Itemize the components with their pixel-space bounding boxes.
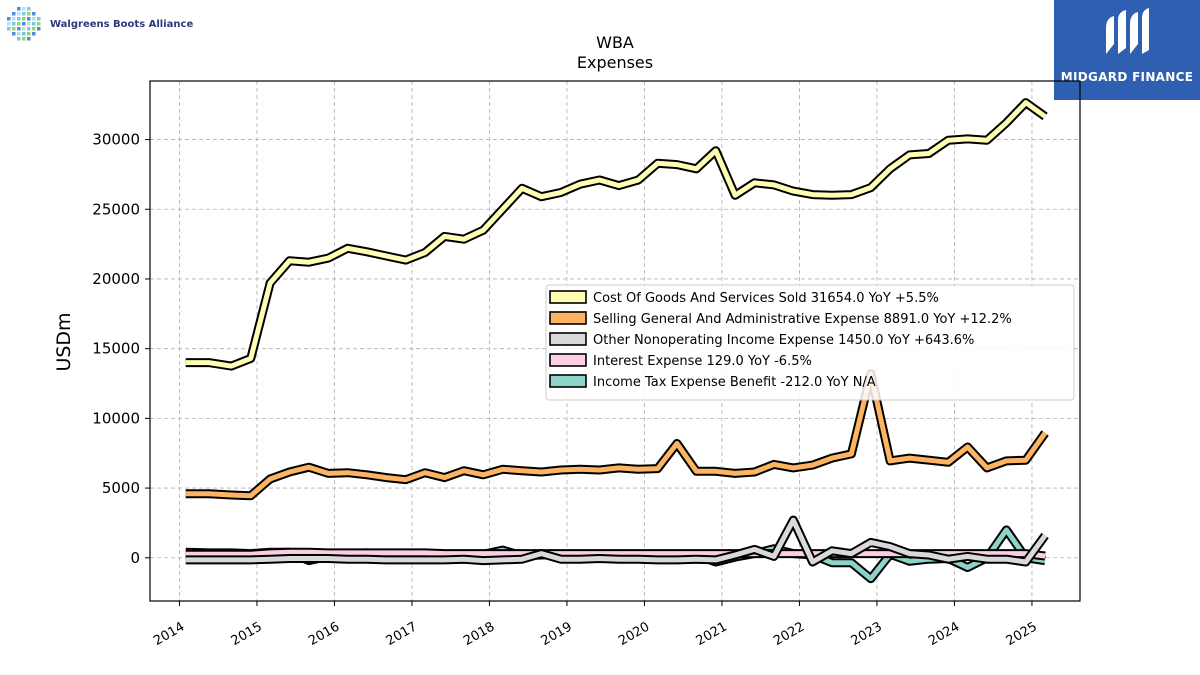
legend-swatch-tax <box>549 374 587 388</box>
x-tick-label: 2019 <box>539 619 575 649</box>
x-tick-label: 2015 <box>229 619 265 649</box>
logo-dot <box>22 37 26 41</box>
legend-entry-tax: Income Tax Expense Benefit -212.0 YoY N/… <box>593 375 876 390</box>
x-tick-label: 2021 <box>694 619 730 649</box>
x-axis-ticks: 2014 2015 2016 2017 2018 2019 2020 2021 2022 2023… <box>151 601 1040 649</box>
logo-dot <box>12 27 16 31</box>
y-tick-label: 30000 <box>92 131 140 149</box>
legend-box <box>545 284 1075 401</box>
logo-dot <box>27 22 31 26</box>
series-line-sga <box>185 371 1048 499</box>
logo-dot <box>17 32 21 36</box>
logo-dot <box>27 27 31 31</box>
y-tick-label: 20000 <box>92 270 140 288</box>
legend-entry-sga: Selling General And Administrative Expen… <box>593 312 1012 327</box>
y-axis-label: USDm <box>53 312 75 371</box>
midgard-finance-logo: MIDGARD FINANCE <box>1054 0 1200 100</box>
series-line-cogs <box>185 100 1047 369</box>
legend-entry-interest: Interest Expense 129.0 YoY -6.5% <box>593 354 812 369</box>
logo-dot <box>27 17 31 21</box>
logo-dot <box>17 37 21 41</box>
logo-dot <box>22 32 26 36</box>
partner-name: MIDGARD FINANCE <box>1060 70 1194 84</box>
logo-dot <box>22 7 26 11</box>
logo-dot <box>17 7 21 11</box>
logo-dot <box>7 17 11 21</box>
series-line-other <box>185 517 1048 565</box>
x-tick-label: 2020 <box>616 619 652 649</box>
legend-swatch-interest <box>549 353 587 367</box>
logo-dot <box>12 12 16 16</box>
logo-dot <box>32 12 36 16</box>
logo-dot <box>17 17 21 21</box>
y-tick-label: 0 <box>130 549 140 567</box>
x-tick-label: 2023 <box>849 619 885 649</box>
logo-dot <box>32 32 36 36</box>
chart-title: WBA <box>596 33 634 52</box>
logo-dot <box>22 27 26 31</box>
legend-swatch-other <box>549 332 587 346</box>
walgreens-boots-alliance-logo: Walgreens Boots Alliance <box>4 4 204 44</box>
logo-dot <box>12 22 16 26</box>
wba-logo-icon <box>7 7 41 41</box>
y-tick-label: 10000 <box>92 409 140 427</box>
logo-dot <box>22 12 26 16</box>
y-axis-ticks: 0 5000 10000 15000 20000 25000 30000 <box>92 131 150 567</box>
brand-name: Walgreens Boots Alliance <box>50 18 194 30</box>
x-tick-label: 2025 <box>1004 619 1040 649</box>
series-lines <box>185 98 1049 584</box>
logo-dot <box>27 7 31 11</box>
logo-dot <box>27 32 31 36</box>
x-tick-label: 2017 <box>384 619 420 649</box>
plot-frame <box>149 80 1081 602</box>
logo-dot <box>22 22 26 26</box>
y-tick-label: 5000 <box>102 479 140 497</box>
legend-swatch-sga <box>549 311 587 325</box>
x-tick-label: 2016 <box>306 619 342 649</box>
logo-dot <box>32 27 36 31</box>
legend-entry-other: Other Nonoperating Income Expense 1450.0… <box>593 333 974 348</box>
logo-dot <box>37 17 41 21</box>
logo-dot <box>7 22 11 26</box>
logo-dot <box>17 22 21 26</box>
logo-dot <box>22 17 26 21</box>
legend-swatch-cogs <box>549 290 587 304</box>
logo-dot <box>37 22 41 26</box>
midgard-finance-mark-icon <box>1106 8 1149 54</box>
chart-subtitle: Expenses <box>577 53 653 72</box>
logo-dot <box>17 12 21 16</box>
x-tick-label: 2022 <box>771 619 807 649</box>
x-tick-label: 2024 <box>926 619 962 649</box>
logo-dot <box>12 17 16 21</box>
logo-dot <box>37 27 41 31</box>
logo-dot <box>32 22 36 26</box>
logo-dot <box>27 37 31 41</box>
logo-dot <box>12 32 16 36</box>
logo-dot <box>17 27 21 31</box>
y-tick-label: 15000 <box>92 340 140 358</box>
logo-dot <box>27 12 31 16</box>
x-tick-label: 2018 <box>461 619 497 649</box>
legend-entry-cogs: Cost Of Goods And Services Sold 31654.0 … <box>593 291 939 306</box>
logo-dot <box>7 27 11 31</box>
logo-dot <box>32 17 36 21</box>
y-tick-label: 25000 <box>92 200 140 218</box>
legend: Cost Of Goods And Services Sold 31654.0 … <box>545 284 1075 401</box>
x-tick-label: 2014 <box>151 619 187 649</box>
